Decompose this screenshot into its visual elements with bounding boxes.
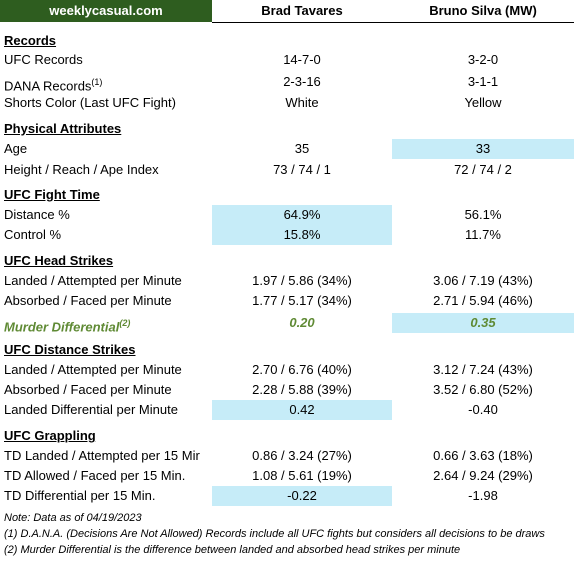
fighter2-value: 3-2-0 bbox=[467, 52, 499, 67]
row-label: DANA Records(1) bbox=[4, 72, 103, 94]
row-label: Age bbox=[4, 141, 28, 156]
fighter1-value: 2.70 / 6.76 (40%) bbox=[252, 362, 352, 377]
section-title: Physical Attributes bbox=[4, 121, 122, 136]
row-label: TD Allowed / Faced per 15 Min. bbox=[4, 468, 186, 483]
fighter2-value: 3-1-1 bbox=[467, 74, 499, 89]
fighter2-value: 0.66 / 3.63 (18%) bbox=[433, 448, 533, 463]
fighter1-value: -0.22 bbox=[212, 486, 392, 506]
fighter2-value: 2.64 / 9.24 (29%) bbox=[433, 468, 533, 483]
fighter2-value: -0.40 bbox=[468, 402, 498, 417]
row-label: Murder Differential(2) bbox=[4, 313, 131, 335]
fighter2-name: Bruno Silva (MW) bbox=[392, 0, 574, 23]
fighter2-value: 56.1% bbox=[464, 207, 502, 222]
row-label-text: DANA Records bbox=[4, 78, 92, 94]
footnote-2: (2) Murder Differential is the differenc… bbox=[4, 544, 461, 556]
row-label: Absorbed / Faced per Minute bbox=[4, 293, 172, 308]
fighter1-value: 0.42 bbox=[212, 400, 392, 420]
fighter1-value: 1.77 / 5.17 (34%) bbox=[252, 293, 352, 308]
fight-time-section: UFC Fight Time bbox=[0, 185, 574, 205]
td-allowed-row: TD Allowed / Faced per 15 Min. 1.08 / 5.… bbox=[0, 466, 574, 486]
distance-differential-row: Landed Differential per Minute 0.42 -0.4… bbox=[0, 400, 574, 420]
section-title: Records bbox=[4, 33, 57, 48]
fighter2-value: 33 bbox=[392, 139, 574, 159]
row-label: Height / Reach / Ape Index bbox=[4, 162, 159, 177]
fighter1-value: 1.97 / 5.86 (34%) bbox=[252, 273, 352, 288]
row-label: UFC Records bbox=[4, 52, 83, 67]
note-date: Note: Data as of 04/19/2023 bbox=[4, 512, 142, 524]
fighter1-value: 35 bbox=[294, 141, 310, 156]
row-label: TD Differential per 15 Min. bbox=[4, 488, 156, 503]
fighter2-value: Yellow bbox=[464, 95, 502, 110]
row-label: Shorts Color (Last UFC Fight) bbox=[4, 95, 176, 110]
fighter1-value: 14-7-0 bbox=[283, 52, 321, 67]
row-label: TD Landed / Attempted per 15 Mir bbox=[4, 448, 200, 463]
ufc-records-row: UFC Records 14-7-0 3-2-0 bbox=[0, 50, 574, 70]
height-reach-row: Height / Reach / Ape Index 73 / 74 / 1 7… bbox=[0, 160, 574, 180]
row-label: Control % bbox=[4, 227, 62, 242]
head-absorbed-row: Absorbed / Faced per Minute 1.77 / 5.17 … bbox=[0, 291, 574, 311]
section-title: UFC Grappling bbox=[4, 428, 96, 443]
distance-landed-row: Landed / Attempted per Minute 2.70 / 6.7… bbox=[0, 360, 574, 380]
fighter2-value: -1.98 bbox=[468, 488, 498, 503]
site-brand: weeklycasual.com bbox=[0, 0, 212, 22]
row-label: Distance % bbox=[4, 207, 70, 222]
row-label-text: Murder Differential bbox=[4, 319, 120, 335]
records-section: Records bbox=[0, 31, 574, 51]
section-title: UFC Distance Strikes bbox=[4, 342, 136, 357]
control-pct-row: Control % 15.8% 11.7% bbox=[0, 225, 574, 245]
row-label: Absorbed / Faced per Minute bbox=[4, 382, 172, 397]
fighter2-value: 3.12 / 7.24 (43%) bbox=[433, 362, 533, 377]
fighter2-value: 72 / 74 / 2 bbox=[454, 162, 512, 177]
footnote-marker: (1) bbox=[91, 77, 103, 87]
footnote-1: (1) D.A.N.A. (Decisions Are Not Allowed)… bbox=[4, 528, 545, 540]
fighter1-value: 15.8% bbox=[212, 225, 392, 245]
fighter1-name: Brad Tavares bbox=[212, 0, 392, 23]
fighter1-value: 0.86 / 3.24 (27%) bbox=[252, 448, 352, 463]
td-landed-row: TD Landed / Attempted per 15 Mir 0.86 / … bbox=[0, 446, 574, 466]
row-label: Landed Differential per Minute bbox=[4, 402, 178, 417]
fighter1-value: White bbox=[285, 95, 319, 110]
shorts-color-row: Shorts Color (Last UFC Fight) White Yell… bbox=[0, 93, 574, 113]
distance-strikes-section: UFC Distance Strikes bbox=[0, 340, 574, 360]
fighter2-value: 0.35 bbox=[392, 313, 574, 333]
head-strikes-section: UFC Head Strikes bbox=[0, 251, 574, 271]
fighter1-value: 2-3-16 bbox=[283, 74, 321, 89]
distance-pct-row: Distance % 64.9% 56.1% bbox=[0, 205, 574, 225]
td-differential-row: TD Differential per 15 Min. -0.22 -1.98 bbox=[0, 486, 574, 506]
footnote-marker: (2) bbox=[119, 318, 131, 328]
fighter2-value: 3.52 / 6.80 (52%) bbox=[433, 382, 533, 397]
dana-records-row: DANA Records(1) 2-3-16 3-1-1 bbox=[0, 72, 574, 94]
age-row: Age 35 33 bbox=[0, 139, 574, 159]
fighter1-value: 64.9% bbox=[212, 205, 392, 225]
murder-differential-row: Murder Differential(2) 0.20 0.35 bbox=[0, 313, 574, 335]
fighter1-value: 1.08 / 5.61 (19%) bbox=[252, 468, 352, 483]
fighter1-value: 0.20 bbox=[289, 315, 315, 330]
fighter1-value: 2.28 / 5.88 (39%) bbox=[252, 382, 352, 397]
section-title: UFC Fight Time bbox=[4, 187, 100, 202]
fighter2-value: 2.71 / 5.94 (46%) bbox=[433, 293, 533, 308]
distance-absorbed-row: Absorbed / Faced per Minute 2.28 / 5.88 … bbox=[0, 380, 574, 400]
fighter1-value: 73 / 74 / 1 bbox=[273, 162, 331, 177]
grappling-section: UFC Grappling bbox=[0, 426, 574, 446]
row-label: Landed / Attempted per Minute bbox=[4, 273, 182, 288]
row-label: Landed / Attempted per Minute bbox=[4, 362, 182, 377]
physical-section: Physical Attributes bbox=[0, 119, 574, 139]
head-landed-row: Landed / Attempted per Minute 1.97 / 5.8… bbox=[0, 271, 574, 291]
fighter2-value: 3.06 / 7.19 (43%) bbox=[433, 273, 533, 288]
section-title: UFC Head Strikes bbox=[4, 253, 114, 268]
fighter2-value: 11.7% bbox=[465, 227, 501, 242]
